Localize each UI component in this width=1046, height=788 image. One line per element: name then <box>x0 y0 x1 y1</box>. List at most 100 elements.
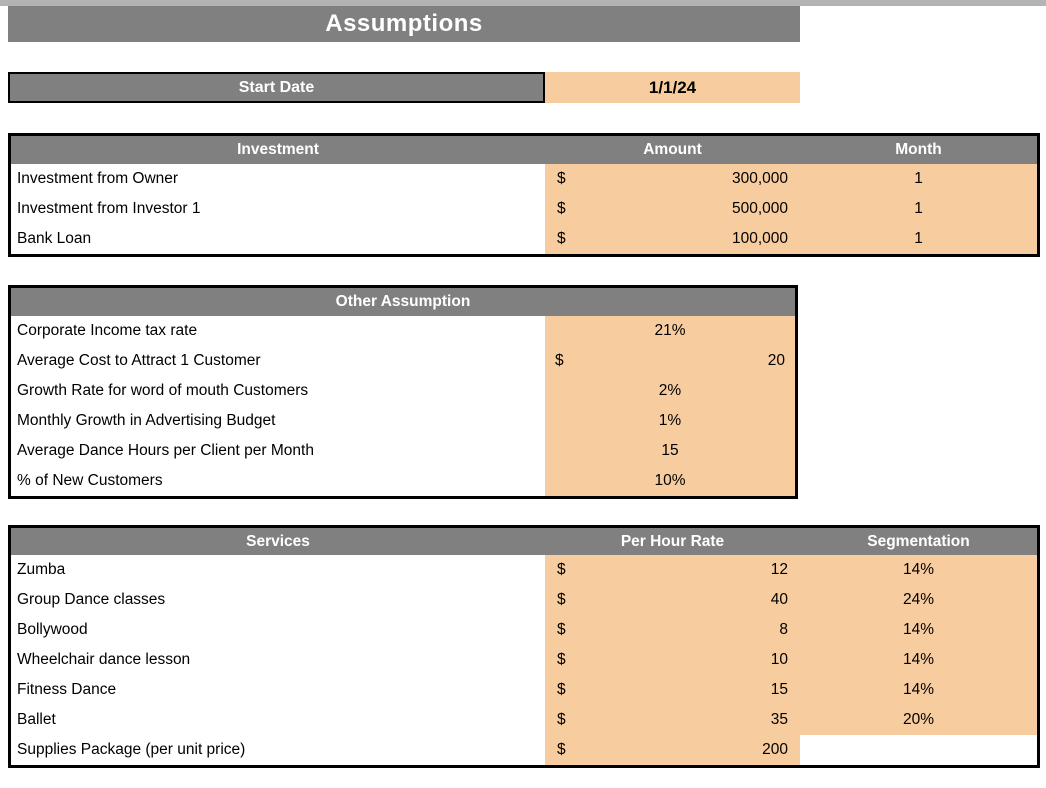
page-title: Assumptions <box>8 6 800 42</box>
service-label: Group Dance classes <box>11 585 545 615</box>
services-header-rate: Per Hour Rate <box>620 532 725 550</box>
services-header-name: Services <box>246 532 310 550</box>
other-assumptions-header: Other Assumption <box>11 288 795 316</box>
service-segmentation-cell[interactable]: 14% <box>800 675 1037 705</box>
currency-symbol: $ <box>557 651 566 668</box>
service-rate-cell[interactable]: $ 40 <box>545 585 800 615</box>
assumption-value: 10% <box>654 472 686 489</box>
service-segmentation-cell[interactable]: 24% <box>800 585 1037 615</box>
service-label: Ballet <box>11 705 545 735</box>
service-segmentation-cell[interactable]: 14% <box>800 645 1037 675</box>
table-row: Average Dance Hours per Client per Month… <box>11 436 795 466</box>
page-title-text: Assumptions <box>325 10 483 37</box>
table-row: Investment from Investor 1 $ 500,000 1 <box>11 194 1037 224</box>
assumption-value: 1% <box>658 412 682 429</box>
table-row: Bollywood $ 8 14% <box>11 615 1037 645</box>
currency-symbol: $ <box>555 352 564 369</box>
start-date-row: Start Date 1/1/24 <box>8 72 800 103</box>
assumption-value: 20 <box>767 352 785 369</box>
amount-value: 300,000 <box>731 170 788 187</box>
rate-value: 10 <box>770 651 788 668</box>
investment-row-label: Bank Loan <box>11 224 545 254</box>
currency-symbol: $ <box>557 621 566 638</box>
assumption-value-cell[interactable]: 1% <box>545 406 795 436</box>
services-header-segmentation: Segmentation <box>867 532 970 550</box>
assumption-label: Monthly Growth in Advertising Budget <box>11 406 545 436</box>
table-row: Fitness Dance $ 15 14% <box>11 675 1037 705</box>
investment-header-amount: Amount <box>643 141 702 158</box>
rate-value: 35 <box>770 711 788 728</box>
investment-table: Investment Amount Month Investment from … <box>8 133 1040 257</box>
service-segmentation-cell[interactable]: 20% <box>800 705 1037 735</box>
start-date-label: Start Date <box>8 72 545 103</box>
rate-value: 15 <box>770 681 788 698</box>
rate-value: 12 <box>770 561 788 578</box>
service-segmentation-cell[interactable]: 14% <box>800 615 1037 645</box>
service-label: Supplies Package (per unit price) <box>11 735 545 765</box>
table-row: Growth Rate for word of mouth Customers … <box>11 376 795 406</box>
assumption-label: Growth Rate for word of mouth Customers <box>11 376 545 406</box>
investment-amount-cell[interactable]: $ 300,000 <box>545 164 800 194</box>
assumption-value-cell[interactable]: $ 20 <box>545 346 795 376</box>
start-date-value-cell[interactable]: 1/1/24 <box>545 72 800 103</box>
currency-symbol: $ <box>557 591 566 608</box>
service-label: Bollywood <box>11 615 545 645</box>
top-gray-strip <box>0 0 1046 6</box>
amount-value: 500,000 <box>731 200 788 217</box>
assumption-label: Average Dance Hours per Client per Month <box>11 436 545 466</box>
assumption-label: Corporate Income tax rate <box>11 316 545 346</box>
services-table-header: Services Per Hour Rate Segmentation <box>11 528 1037 555</box>
investment-header-name: Investment <box>237 141 319 158</box>
currency-symbol: $ <box>557 230 566 247</box>
services-table: Services Per Hour Rate Segmentation Zumb… <box>8 525 1040 768</box>
service-rate-cell[interactable]: $ 35 <box>545 705 800 735</box>
investment-month-cell[interactable]: 1 <box>800 224 1037 254</box>
service-segmentation-cell[interactable]: 14% <box>800 555 1037 585</box>
service-label: Wheelchair dance lesson <box>11 645 545 675</box>
investment-row-label: Investment from Owner <box>11 164 545 194</box>
service-rate-cell[interactable]: $ 10 <box>545 645 800 675</box>
service-rate-cell[interactable]: $ 200 <box>545 735 800 765</box>
table-row: Bank Loan $ 100,000 1 <box>11 224 1037 254</box>
table-row: Corporate Income tax rate 21% <box>11 316 795 346</box>
amount-value: 100,000 <box>731 230 788 247</box>
rate-value: 40 <box>770 591 788 608</box>
service-rate-cell[interactable]: $ 12 <box>545 555 800 585</box>
service-rate-cell[interactable]: $ 15 <box>545 675 800 705</box>
other-assumptions-header-text: Other Assumption <box>335 293 471 310</box>
table-row: Group Dance classes $ 40 24% <box>11 585 1037 615</box>
table-row: % of New Customers 10% <box>11 466 795 496</box>
assumption-label: % of New Customers <box>11 466 545 496</box>
investment-amount-cell[interactable]: $ 100,000 <box>545 224 800 254</box>
table-row: Supplies Package (per unit price) $ 200 <box>11 735 1037 765</box>
rate-value: 200 <box>762 741 788 758</box>
other-assumptions-table: Other Assumption Corporate Income tax ra… <box>8 285 798 499</box>
assumption-value: 15 <box>661 442 679 459</box>
table-row: Zumba $ 12 14% <box>11 555 1037 585</box>
table-row: Monthly Growth in Advertising Budget 1% <box>11 406 795 436</box>
assumption-value-cell[interactable]: 2% <box>545 376 795 406</box>
currency-symbol: $ <box>557 741 566 758</box>
assumption-label: Average Cost to Attract 1 Customer <box>11 346 545 376</box>
service-label: Zumba <box>11 555 545 585</box>
investment-header-month: Month <box>895 141 942 158</box>
investment-amount-cell[interactable]: $ 500,000 <box>545 194 800 224</box>
currency-symbol: $ <box>557 561 566 578</box>
service-rate-cell[interactable]: $ 8 <box>545 615 800 645</box>
currency-symbol: $ <box>557 681 566 698</box>
investment-month-cell[interactable]: 1 <box>800 194 1037 224</box>
assumption-value-cell[interactable]: 21% <box>545 316 795 346</box>
assumption-value-cell[interactable]: 10% <box>545 466 795 496</box>
service-segmentation-cell[interactable] <box>800 735 1037 765</box>
assumption-value: 2% <box>658 382 682 399</box>
service-label: Fitness Dance <box>11 675 545 705</box>
table-row: Wheelchair dance lesson $ 10 14% <box>11 645 1037 675</box>
currency-symbol: $ <box>557 170 566 187</box>
currency-symbol: $ <box>557 200 566 217</box>
investment-month-cell[interactable]: 1 <box>800 164 1037 194</box>
currency-symbol: $ <box>557 711 566 728</box>
assumption-value-cell[interactable]: 15 <box>545 436 795 466</box>
table-row: Average Cost to Attract 1 Customer $ 20 <box>11 346 795 376</box>
assumption-value: 21% <box>654 322 686 339</box>
